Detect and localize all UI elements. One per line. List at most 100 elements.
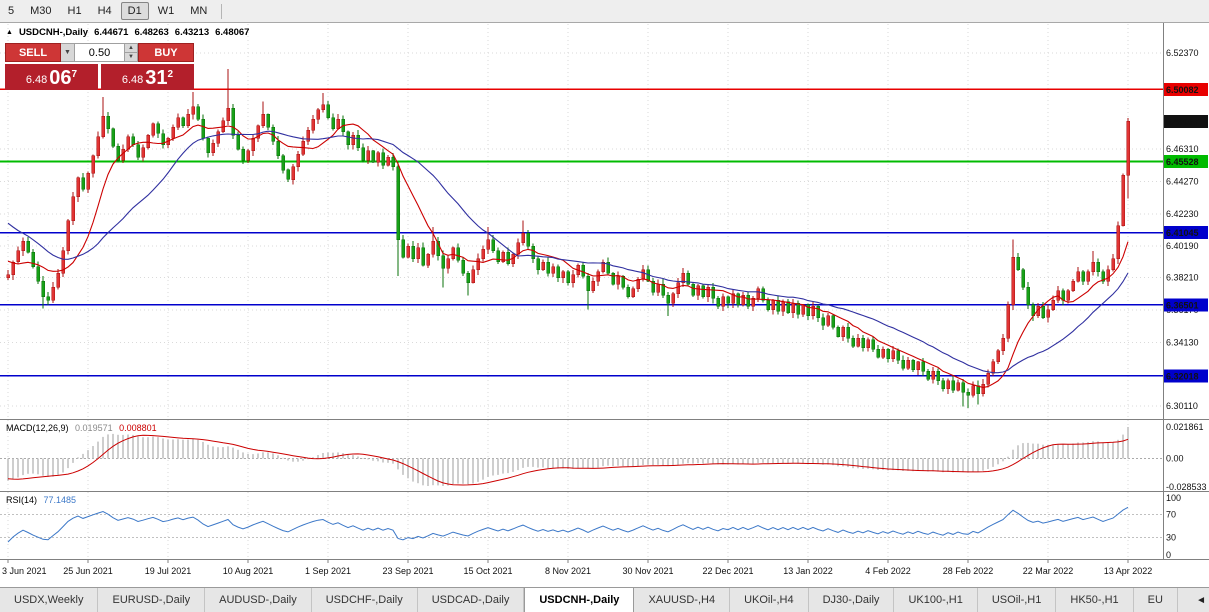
macd-histogram-bar	[322, 453, 324, 459]
candle-bearish	[961, 382, 965, 393]
macd-histogram-bar	[437, 458, 439, 486]
chart-tab-ukoil-h4[interactable]: UKOil-,H4	[730, 588, 809, 612]
price-level-badge-bg	[1164, 82, 1208, 96]
macd-histogram-bar	[137, 436, 139, 459]
macd-histogram-bar	[362, 458, 364, 459]
candle-bullish	[141, 147, 145, 158]
candle-bullish	[61, 250, 65, 274]
timeframe-button-mn[interactable]: MN	[190, 5, 208, 17]
macd-histogram-bar	[1102, 442, 1104, 459]
candle-bullish	[16, 250, 20, 263]
candle-bullish	[996, 350, 1000, 363]
timeframe-button-d1[interactable]: D1	[120, 2, 149, 20]
macd-histogram-bar	[862, 458, 864, 469]
candle-bullish	[176, 117, 180, 128]
candle-bearish	[131, 136, 135, 145]
macd-histogram-bar	[287, 458, 289, 461]
sell-button[interactable]: SELL	[5, 43, 61, 62]
rsi-axis-label: 70	[1166, 509, 1176, 519]
volume-input[interactable]: 0.50	[75, 43, 125, 62]
ohlc-low-value: 6.43213	[174, 27, 210, 38]
candle-bearish	[1096, 261, 1100, 272]
volume-increase-button[interactable]: ▲	[125, 44, 137, 53]
macd-histogram-bar	[202, 441, 204, 459]
macd-histogram-bar	[397, 458, 399, 470]
candle-bullish	[226, 107, 230, 122]
macd-histogram-bar	[482, 458, 484, 480]
candle-bullish	[1126, 120, 1130, 176]
macd-histogram-bar	[387, 458, 389, 463]
chart-tab-usdcnh-daily[interactable]: USDCNH-,Daily	[524, 588, 635, 612]
date-axis-label: 19 Jul 2021	[145, 566, 192, 576]
chart-tab-audusd-daily[interactable]: AUDUSD-,Daily	[205, 588, 312, 612]
macd-histogram-bar	[807, 458, 809, 464]
sell-price-display[interactable]: 6.48 06 7	[5, 64, 98, 90]
candle-bearish	[26, 241, 30, 253]
macd-histogram-bar	[152, 436, 154, 459]
candle-bearish	[36, 266, 40, 282]
candle-bearish	[401, 239, 405, 258]
macd-histogram-bar	[37, 458, 39, 475]
macd-histogram-bar	[142, 437, 144, 459]
macd-histogram-bar	[997, 458, 999, 465]
chart-tab-eu[interactable]: EU	[1134, 588, 1178, 612]
chart-tab-hk50-h1[interactable]: HK50-,H1	[1056, 588, 1134, 612]
timeframe-button-h4[interactable]: H4	[97, 5, 112, 17]
rsi-indicator-label: RSI(14) 77.1485	[6, 495, 76, 505]
macd-histogram-bar	[907, 458, 909, 471]
candle-bearish	[861, 337, 865, 348]
timeframe-button-h1[interactable]: H1	[67, 5, 82, 17]
chart-tab-eurusd-daily[interactable]: EURUSD-,Daily	[98, 588, 206, 612]
candle-bullish	[336, 118, 340, 129]
candle-bullish	[551, 266, 555, 274]
candle-bullish	[856, 337, 860, 347]
candle-bearish	[666, 295, 670, 304]
timeframe-button-5[interactable]: 5	[8, 5, 15, 17]
tab-scroll-left-icon[interactable]: ◄	[1196, 594, 1206, 606]
macd-histogram-bar	[47, 458, 49, 477]
price-level-badge-bg	[1164, 155, 1208, 169]
macd-histogram-bar	[32, 458, 34, 474]
chart-tab-usdchf-daily[interactable]: USDCHF-,Daily	[312, 588, 418, 612]
macd-histogram-bar	[877, 458, 879, 470]
macd-histogram-bar	[232, 447, 234, 459]
macd-histogram-bar	[257, 453, 259, 459]
volume-decrease-button[interactable]: ▼	[125, 53, 137, 61]
candle-bullish	[541, 261, 545, 271]
chart-tab-xauusd-h4[interactable]: XAUUSD-,H4	[634, 588, 731, 612]
macd-histogram-bar	[277, 455, 279, 459]
candle-bearish	[1101, 271, 1105, 282]
candle-bullish	[931, 371, 935, 380]
buy-price-display[interactable]: 6.48 31 2	[101, 64, 194, 90]
macd-histogram-bar	[577, 458, 579, 468]
timeframe-button-m30[interactable]: M30	[30, 5, 52, 17]
candle-bearish	[716, 298, 720, 307]
volume-dropdown-button[interactable]: ▼	[61, 43, 75, 62]
candle-bullish	[826, 315, 830, 326]
chart-tab-uk100-h1[interactable]: UK100-,H1	[894, 588, 978, 612]
chart-tab-usdx-weekly[interactable]: USDX,Weekly	[0, 588, 99, 612]
macd-histogram-bar	[77, 457, 79, 459]
price-chart-canvas[interactable]: 6.52370 6.46310 6.44270 6.42230 6.40190 6.382…	[0, 23, 1209, 587]
candle-bearish	[466, 272, 470, 283]
timeframe-button-w1[interactable]: W1	[157, 5, 175, 17]
chart-tab-usoil-h1[interactable]: USOil-,H1	[978, 588, 1057, 612]
buy-button[interactable]: BUY	[138, 43, 194, 62]
macd-histogram-bar	[72, 458, 74, 463]
date-axis-label: 30 Nov 2021	[622, 566, 673, 576]
candle-bullish	[56, 272, 60, 288]
candle-bearish	[506, 252, 510, 264]
timeframe-toolbar: 5 M30 H1 H4 D1 W1 MN	[0, 0, 1209, 23]
candle-bullish	[376, 152, 380, 163]
candle-bearish	[161, 133, 165, 145]
candle-bearish	[381, 152, 385, 166]
macd-histogram-bar	[977, 458, 979, 472]
chart-tab-dj30-daily[interactable]: DJ30-,Daily	[809, 588, 895, 612]
chart-tab-usdcad-daily[interactable]: USDCAD-,Daily	[418, 588, 525, 612]
macd-histogram-bar	[677, 458, 679, 466]
candle-bullish	[476, 258, 480, 271]
price-level-badge-bg	[1164, 298, 1208, 312]
candle-bullish	[516, 242, 520, 255]
macd-histogram-bar	[292, 458, 294, 462]
macd-histogram-bar	[402, 458, 404, 475]
